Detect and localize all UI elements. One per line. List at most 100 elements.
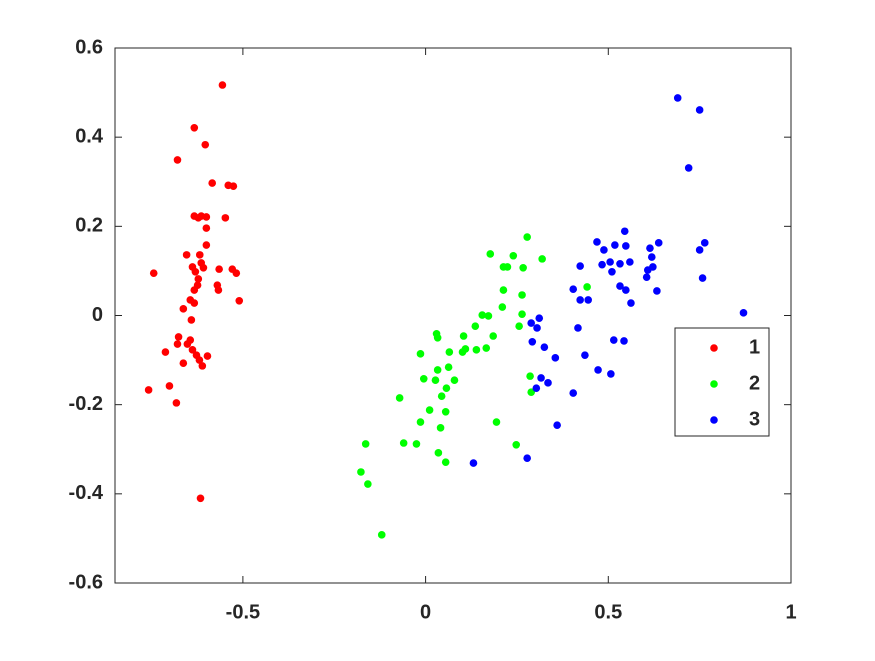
- legend-box: [674, 327, 770, 437]
- x-tick-label: 0.5: [594, 601, 622, 623]
- y-tick-label: -0.6: [69, 571, 103, 593]
- point: [399, 439, 408, 447]
- point: [202, 224, 211, 232]
- legend-label: 3: [749, 408, 760, 430]
- legend-label: 1: [749, 336, 760, 358]
- point: [149, 269, 158, 277]
- point: [698, 274, 707, 282]
- point: [441, 458, 450, 466]
- point: [235, 296, 244, 305]
- point: [196, 494, 205, 503]
- point: [551, 354, 560, 362]
- y-tick-label: 0.4: [75, 125, 104, 147]
- point: [229, 182, 238, 191]
- point: [647, 253, 656, 261]
- point: [478, 311, 487, 319]
- point: [611, 241, 619, 249]
- point: [519, 263, 527, 272]
- x-tick-label: 1: [785, 601, 796, 623]
- point: [509, 251, 518, 260]
- point: [535, 314, 544, 322]
- point: [190, 124, 199, 132]
- point: [214, 286, 223, 294]
- point: [190, 299, 199, 307]
- point: [569, 389, 578, 397]
- point: [739, 309, 748, 317]
- legend-marker: [710, 344, 718, 352]
- point: [626, 258, 634, 266]
- point: [607, 370, 615, 378]
- point: [584, 296, 592, 304]
- point: [627, 299, 635, 307]
- point: [486, 250, 495, 258]
- point: [518, 310, 526, 318]
- point: [576, 296, 584, 304]
- point: [395, 394, 404, 402]
- point: [179, 359, 188, 368]
- point: [445, 348, 454, 356]
- point: [642, 273, 651, 281]
- point: [518, 291, 526, 299]
- point: [523, 233, 531, 241]
- legend-marker: [710, 416, 718, 424]
- point: [198, 362, 207, 370]
- point: [469, 459, 478, 467]
- point: [361, 440, 370, 448]
- point: [357, 468, 365, 476]
- point: [191, 268, 200, 276]
- point: [190, 286, 199, 294]
- point: [208, 179, 216, 187]
- point: [433, 366, 442, 374]
- point: [412, 440, 421, 448]
- point: [232, 269, 241, 277]
- point: [528, 338, 537, 346]
- point: [419, 375, 428, 383]
- point: [364, 480, 372, 488]
- y-tick-label: -0.4: [69, 482, 104, 504]
- point: [416, 418, 425, 426]
- point: [161, 348, 170, 356]
- point: [202, 241, 211, 249]
- point: [144, 386, 153, 394]
- point: [492, 418, 501, 426]
- point: [431, 376, 440, 384]
- x-tick-label: -0.5: [226, 601, 260, 623]
- point: [622, 286, 630, 294]
- point: [436, 424, 445, 432]
- point: [165, 382, 174, 390]
- point: [484, 312, 493, 320]
- point: [620, 227, 629, 236]
- point: [482, 344, 491, 352]
- point: [649, 263, 657, 271]
- point: [218, 81, 227, 89]
- point: [437, 392, 446, 400]
- point: [540, 343, 549, 351]
- point: [598, 260, 606, 269]
- point: [537, 374, 545, 382]
- legend-marker: [710, 380, 718, 388]
- y-tick-label: -0.2: [69, 393, 103, 415]
- point: [498, 303, 507, 311]
- point: [538, 255, 546, 263]
- point: [569, 285, 578, 293]
- point: [199, 263, 208, 272]
- point: [673, 94, 682, 102]
- point: [653, 287, 661, 295]
- point: [203, 352, 212, 360]
- point: [183, 340, 192, 348]
- point: [523, 454, 531, 462]
- point: [594, 366, 602, 374]
- point: [581, 351, 589, 359]
- point: [700, 239, 709, 247]
- point: [515, 322, 523, 331]
- point: [425, 406, 434, 414]
- point: [526, 372, 534, 380]
- point: [173, 340, 182, 348]
- point: [616, 282, 624, 290]
- point: [444, 363, 453, 372]
- y-tick-label: 0.6: [75, 36, 103, 58]
- point: [434, 449, 443, 457]
- point: [459, 332, 468, 340]
